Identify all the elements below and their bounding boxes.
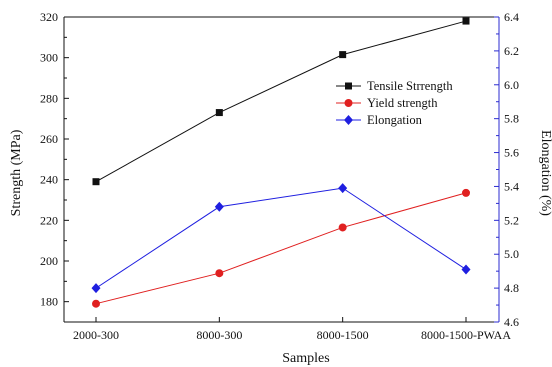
right-tick-label: 6.4	[504, 10, 519, 24]
series-group	[91, 17, 471, 308]
data-point	[91, 283, 101, 294]
legend-label: Yield strength	[367, 96, 438, 110]
right-tick-label: 4.6	[504, 315, 519, 329]
data-point	[215, 109, 223, 117]
series-line	[95, 187, 467, 289]
x-tick-label: 8000-300	[196, 328, 242, 342]
legend-marker	[345, 82, 352, 90]
right-tick-label: 6.2	[504, 44, 519, 58]
right-tick-label: 5.4	[504, 179, 519, 193]
data-point	[92, 299, 100, 308]
series-line	[95, 20, 467, 183]
right-tick-label: 6.0	[504, 78, 519, 92]
right-tick-label: 5.8	[504, 112, 519, 126]
legend-label: Elongation	[367, 113, 423, 127]
legend-label: Tensile Strrength	[367, 79, 453, 93]
x-axis-title: Samples	[282, 351, 329, 366]
legend-marker	[344, 115, 353, 125]
series-0	[92, 17, 470, 186]
data-point	[462, 17, 470, 25]
data-point	[339, 51, 347, 59]
plot-frame	[63, 16, 500, 323]
x-tick-label: 8000-1500-PWAA	[421, 328, 511, 342]
data-point	[461, 264, 471, 275]
ticks-group: 180 200 220 240 260 280 300 320 4.6 4.8 5.0 5.2 5.4 5…	[40, 10, 519, 342]
x-tick-label: 2000-300	[73, 328, 119, 342]
data-point	[338, 223, 347, 232]
series-1	[92, 188, 470, 308]
legend: Tensile Strrength Yield strength Elongatio…	[336, 79, 453, 127]
left-tick-label: 200	[40, 254, 58, 268]
series-line	[95, 192, 467, 305]
data-point	[214, 201, 224, 212]
right-tick-label: 4.8	[504, 281, 519, 295]
legend-marker	[344, 99, 353, 107]
right-tick-label: 5.6	[504, 146, 519, 160]
data-point	[215, 269, 224, 278]
data-point	[462, 188, 470, 197]
left-tick-label: 280	[40, 91, 58, 105]
left-tick-label: 260	[40, 132, 58, 146]
right-axis-title: Elongation (%)	[538, 130, 552, 216]
left-axis-title: Strength (MPa)	[9, 129, 24, 216]
right-tick-label: 5.2	[504, 213, 519, 227]
data-point	[338, 183, 348, 194]
data-point	[92, 178, 100, 186]
left-tick-label: 300	[40, 51, 58, 65]
series-2	[91, 183, 471, 294]
left-tick-label: 180	[40, 295, 58, 309]
left-tick-label: 240	[40, 173, 58, 187]
right-tick-label: 5.0	[504, 247, 519, 261]
x-tick-label: 8000-1500	[317, 328, 369, 342]
left-tick-label: 220	[40, 213, 58, 227]
left-tick-label: 320	[40, 10, 58, 24]
